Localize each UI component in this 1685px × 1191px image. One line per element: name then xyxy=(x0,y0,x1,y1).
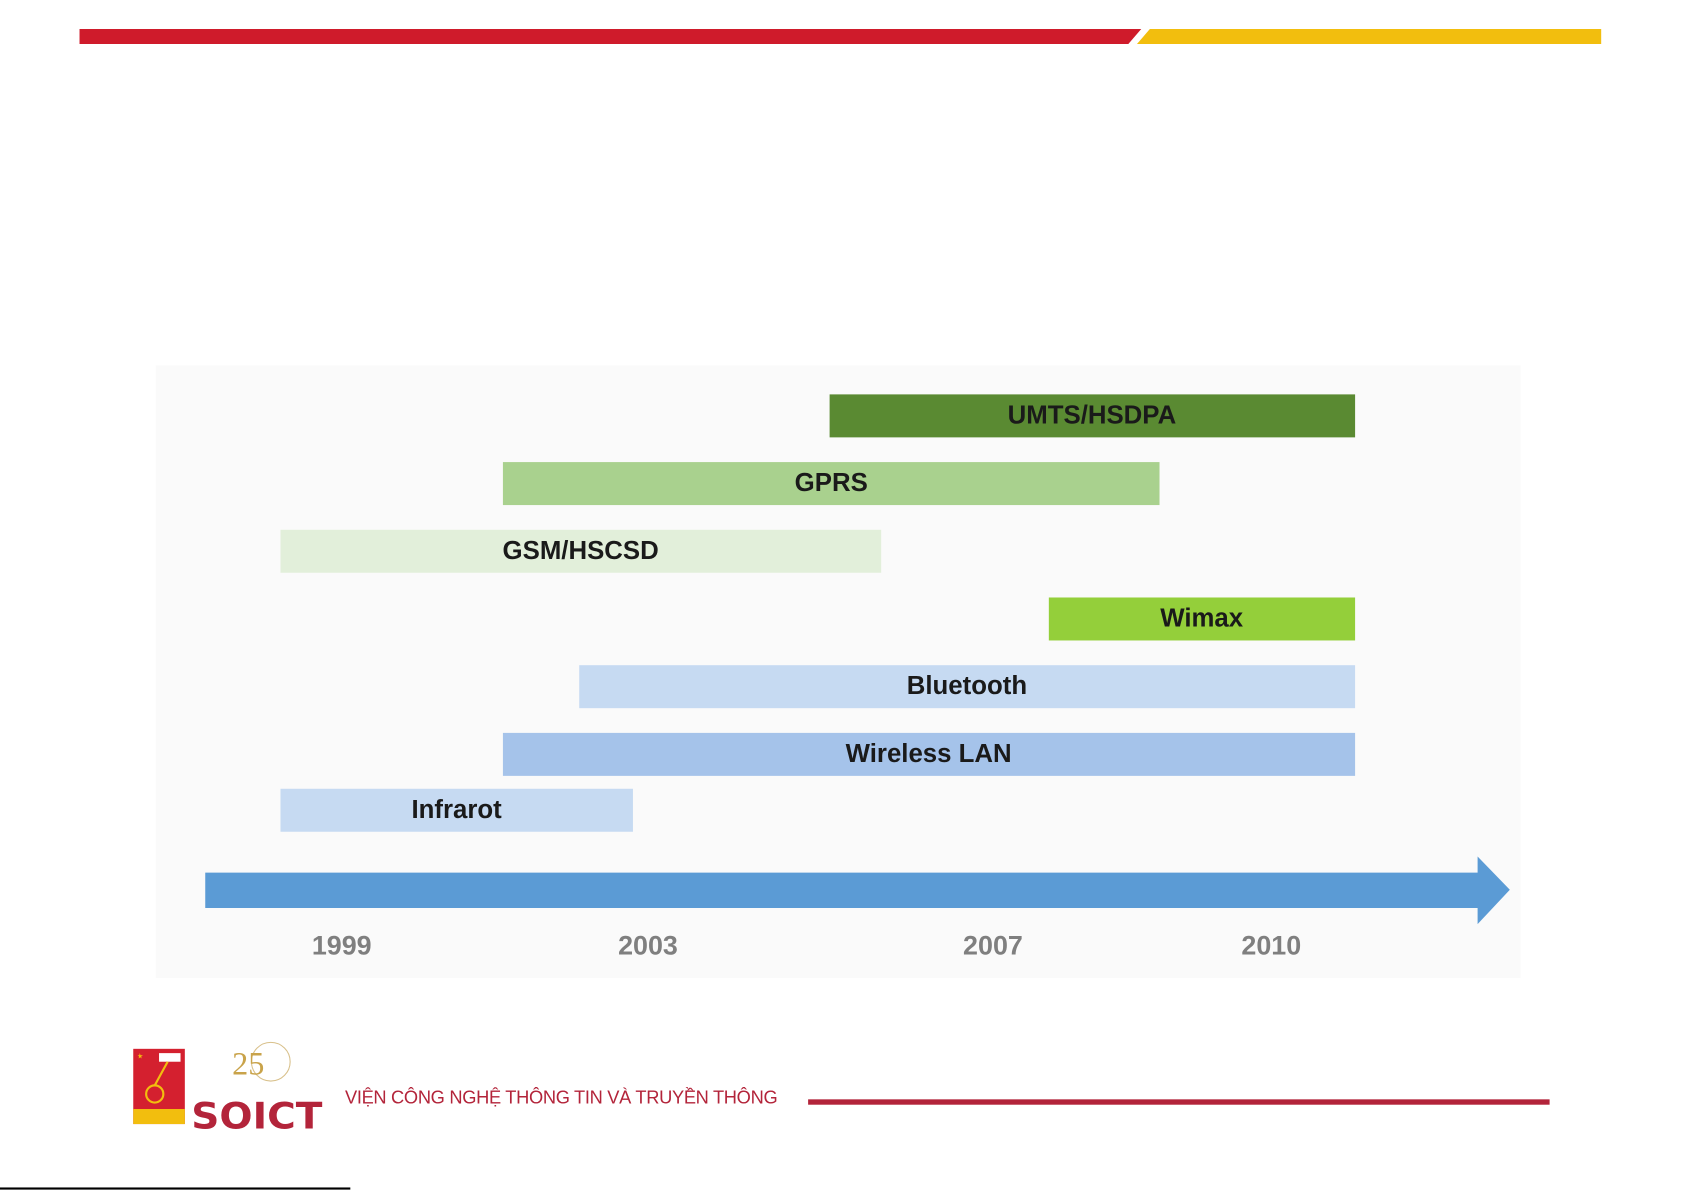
timeline-bar-umts-hsdpa: UMTS/HSDPA xyxy=(829,394,1355,438)
timeline-bar-bluetooth: Bluetooth xyxy=(579,665,1355,709)
year-tick-1999: 1999 xyxy=(311,930,372,961)
footer-rule xyxy=(808,1099,1550,1105)
logo-number: 25 xyxy=(232,1046,264,1082)
timeline-bar-label: Bluetooth xyxy=(906,671,1028,701)
timeline-bar-wireless-lan: Wireless LAN xyxy=(502,732,1355,776)
timeline-bar-wimax: Wimax xyxy=(1048,597,1355,641)
header-red-stripe xyxy=(79,29,1142,45)
year-tick-2010: 2010 xyxy=(1241,930,1302,961)
timeline-bar-label: Infrarot xyxy=(411,795,502,825)
timeline-bar-label: GSM/HSCSD xyxy=(502,536,659,566)
timeline-bar-label: Wimax xyxy=(1160,603,1244,633)
header-stripe xyxy=(79,29,1602,45)
timeline-bar-label: GPRS xyxy=(794,468,868,498)
bottom-rule xyxy=(0,1187,351,1190)
timeline-bar-gsm-hscsd: GSM/HSCSD xyxy=(280,529,881,573)
institute-name: VIỆN CÔNG NGHỆ THÔNG TIN VÀ TRUYỀN THÔNG xyxy=(344,1087,778,1108)
timeline-bar-label: Wireless LAN xyxy=(845,739,1012,769)
header-yellow-stripe xyxy=(1136,29,1602,45)
logo-text: SOICT xyxy=(191,1094,322,1134)
timeline-bar-gprs: GPRS xyxy=(502,462,1160,506)
timeline-bar-label: UMTS/HSDPA xyxy=(1007,400,1177,430)
year-tick-2007: 2007 xyxy=(963,930,1023,961)
timeline-bar-infrarot: Infrarot xyxy=(280,788,633,832)
soict-logo: 25 SOICT xyxy=(133,1041,322,1135)
year-tick-2003: 2003 xyxy=(618,930,678,961)
